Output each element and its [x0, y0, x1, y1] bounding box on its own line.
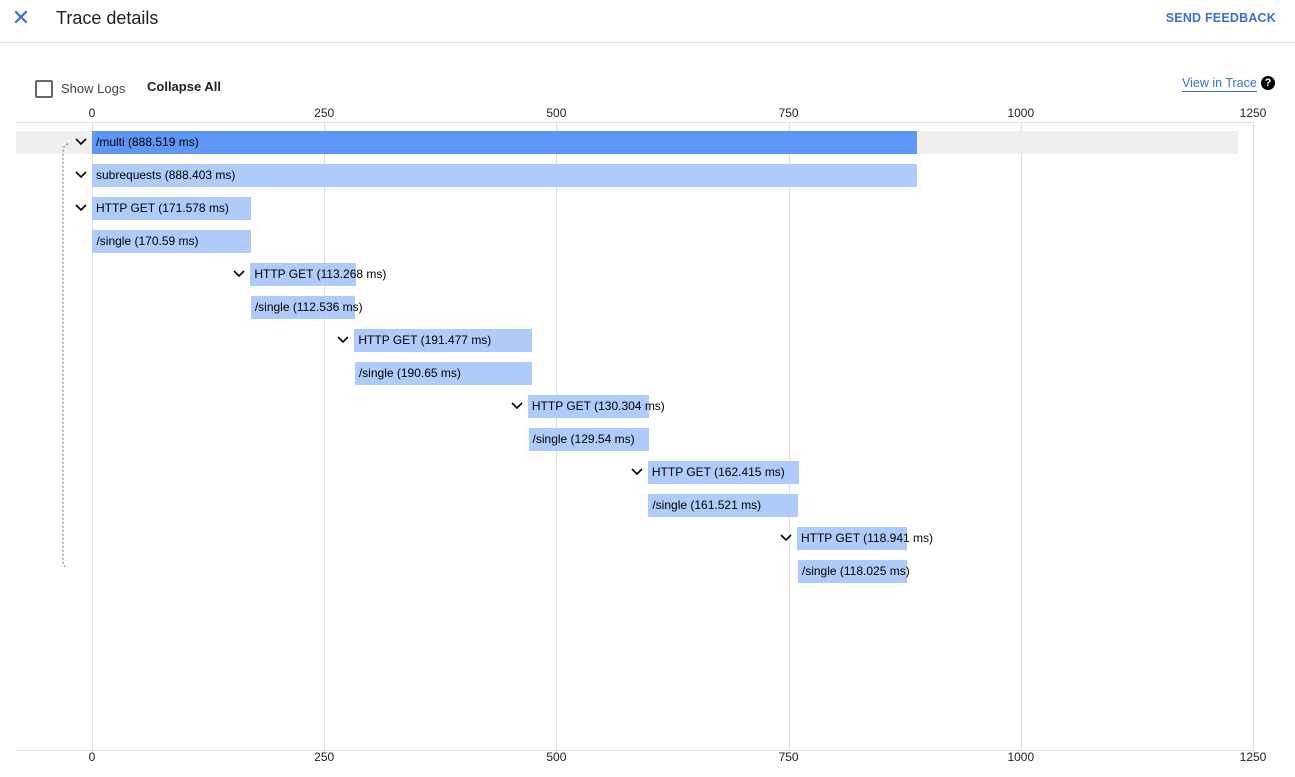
close-icon[interactable]: ✕ [11, 5, 31, 30]
span-bar[interactable] [647, 461, 799, 484]
gridline [92, 122, 93, 750]
send-feedback-button[interactable]: SEND FEEDBACK [1165, 11, 1276, 25]
span-label[interactable]: /single (170.59 ms) [96, 234, 199, 248]
chevron-down-icon[interactable] [510, 395, 524, 418]
span-bar[interactable] [92, 131, 918, 154]
span-bar[interactable] [528, 428, 649, 451]
chevron-down-icon[interactable] [336, 329, 350, 352]
tick-label-bottom: 250 [314, 750, 335, 764]
span-label[interactable]: HTTP GET (118.941 ms) [800, 531, 933, 545]
span-bar[interactable] [250, 263, 356, 286]
page-title: Trace details [56, 8, 159, 28]
tree-connector-line [58, 142, 72, 577]
view-in-trace-link[interactable]: View in Trace [1182, 76, 1257, 92]
span-label[interactable]: HTTP GET (191.477 ms) [358, 333, 492, 347]
span-label[interactable]: /single (129.54 ms) [532, 432, 635, 446]
tick-label-bottom: 1000 [1007, 750, 1035, 764]
tick-label-bottom: 1250 [1239, 750, 1267, 764]
tick-label-top: 750 [778, 106, 799, 120]
header: ✕ Trace details SEND FEEDBACK [0, 0, 1295, 43]
span-bar[interactable] [92, 197, 252, 220]
span-bar[interactable] [354, 329, 533, 352]
gridline [1253, 122, 1254, 750]
span-bar[interactable] [250, 296, 356, 319]
gridline [1020, 122, 1022, 750]
chevron-down-icon[interactable] [630, 461, 644, 484]
tick-label-top: 0 [88, 106, 96, 120]
tick-label-top: 1000 [1007, 106, 1035, 120]
gridline [324, 122, 326, 750]
span-label[interactable]: HTTP GET (171.578 ms) [96, 201, 229, 215]
span-label[interactable]: subrequests (888.403 ms) [96, 168, 236, 182]
tick-label-bottom: 500 [546, 750, 567, 764]
show-logs-checkbox[interactable] [35, 80, 53, 98]
tick-label-top: 250 [314, 106, 335, 120]
span-bar[interactable] [92, 230, 251, 253]
tick-label-bottom: 750 [778, 750, 799, 764]
span-label[interactable]: /single (161.521 ms) [652, 498, 762, 512]
gridline [788, 122, 790, 750]
axis-line-top [16, 122, 1254, 123]
chevron-down-icon[interactable] [74, 164, 88, 187]
span-label[interactable]: /single (118.025 ms) [801, 564, 910, 578]
chevron-down-icon[interactable] [232, 263, 246, 286]
help-icon[interactable]: ? [1261, 76, 1275, 90]
show-logs-label: Show Logs [61, 81, 126, 96]
span-label[interactable]: /single (112.536 ms) [254, 300, 363, 314]
collapse-all-button[interactable]: Collapse All [147, 79, 221, 94]
span-bar[interactable] [527, 395, 649, 418]
tick-label-top: 500 [546, 106, 567, 120]
span-bar[interactable] [797, 560, 908, 583]
chevron-down-icon[interactable] [74, 131, 88, 154]
span-label[interactable]: HTTP GET (113.268 ms) [254, 267, 387, 281]
span-bar[interactable] [92, 164, 918, 187]
span-bar[interactable] [354, 362, 532, 385]
span-label[interactable]: HTTP GET (130.304 ms) [531, 399, 665, 413]
tick-label-bottom: 0 [88, 750, 96, 764]
span-label[interactable]: /multi (888.519 ms) [96, 135, 199, 149]
span-label[interactable]: HTTP GET (162.415 ms) [651, 465, 785, 479]
span-bar[interactable] [796, 527, 908, 550]
span-label[interactable]: /single (190.65 ms) [358, 366, 461, 380]
chevron-down-icon[interactable] [779, 527, 793, 550]
tick-label-top: 1250 [1239, 106, 1267, 120]
axis-line-bottom [16, 750, 1254, 751]
chevron-down-icon[interactable] [74, 197, 88, 220]
span-bar[interactable] [648, 494, 799, 517]
